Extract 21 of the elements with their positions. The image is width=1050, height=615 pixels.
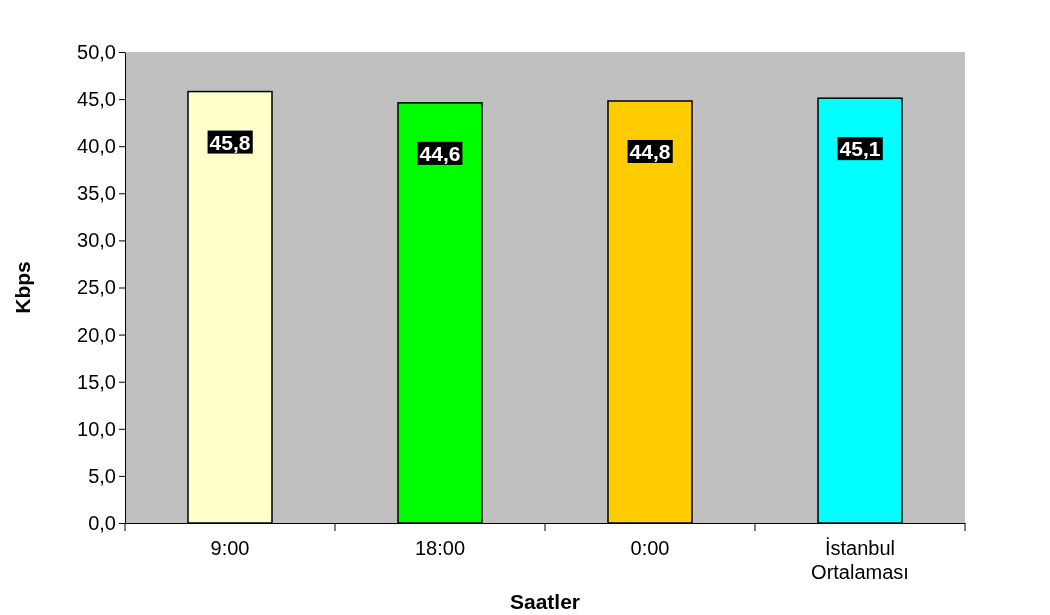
x-axis-title: Saatler: [509, 590, 581, 613]
data-label: 44,8: [629, 139, 671, 163]
data-label: 45,8: [209, 130, 251, 154]
y-tick-label: 45,0: [77, 88, 116, 110]
y-tick-label: 10,0: [77, 417, 116, 440]
y-tick-label: 0,0: [88, 511, 116, 534]
y-tick-label: 20,0: [77, 323, 116, 346]
y-tick-label: 40,0: [77, 135, 116, 158]
y-axis-title: Kbps: [11, 261, 34, 314]
y-tick-label: 15,0: [77, 370, 116, 393]
y-tick-label: 30,0: [77, 229, 116, 252]
x-tick-label: 18:00: [414, 537, 466, 559]
x-tick-label: 0:00: [630, 537, 670, 559]
data-label: 45,1: [839, 137, 881, 161]
x-tick-label: 9:00: [210, 537, 250, 559]
x-tick-label: İstanbul Ortalaması: [811, 537, 909, 583]
y-tick-label: 25,0: [77, 276, 116, 299]
data-label: 44,6: [419, 141, 461, 165]
y-tick-label: 50,0: [77, 40, 116, 63]
y-tick-label: 35,0: [77, 182, 116, 205]
y-tick-label: 5,0: [88, 464, 116, 487]
